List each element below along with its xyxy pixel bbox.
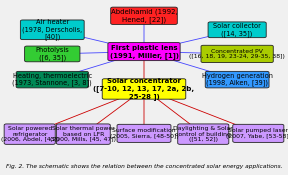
Text: Solar pumped laser
(2007, Yabe, [53-58]): Solar pumped laser (2007, Yabe, [53-58]) bbox=[226, 128, 288, 139]
Text: Hydrogen generation
(1998, Aiken, [39]): Hydrogen generation (1998, Aiken, [39]) bbox=[202, 73, 273, 86]
Text: Surface modification
(2005, Sierra, [48-50]): Surface modification (2005, Sierra, [48-… bbox=[110, 128, 178, 139]
FancyBboxPatch shape bbox=[205, 71, 269, 88]
FancyBboxPatch shape bbox=[178, 124, 229, 144]
Text: Solar concentrator
([7-10, 12, 13, 17, 2a, 2b,
25-28 ]): Solar concentrator ([7-10, 12, 13, 17, 2… bbox=[93, 78, 195, 100]
Text: Photolysis
([6, 35]): Photolysis ([6, 35]) bbox=[35, 47, 69, 61]
FancyBboxPatch shape bbox=[16, 71, 88, 88]
Text: Concentrated PV
([16, 18, 19, 23-24, 29-35, 38]): Concentrated PV ([16, 18, 19, 23-24, 29-… bbox=[189, 48, 285, 59]
Text: Heating, thermoelectric
(1973, Stannone, [3, 8]): Heating, thermoelectric (1973, Stannone,… bbox=[12, 73, 92, 86]
FancyBboxPatch shape bbox=[117, 124, 171, 142]
Text: First plastic lens
(1991, Miller, [1]): First plastic lens (1991, Miller, [1]) bbox=[109, 45, 179, 59]
FancyBboxPatch shape bbox=[20, 20, 84, 40]
Text: Solar powered
refrigerator
(2006, Abdel, [43]): Solar powered refrigerator (2006, Abdel,… bbox=[1, 126, 59, 142]
FancyBboxPatch shape bbox=[108, 43, 180, 61]
FancyBboxPatch shape bbox=[56, 124, 110, 144]
FancyBboxPatch shape bbox=[4, 124, 55, 144]
FancyBboxPatch shape bbox=[233, 124, 284, 142]
Text: Solar collector
([14, 35]): Solar collector ([14, 35]) bbox=[213, 23, 261, 37]
FancyBboxPatch shape bbox=[111, 7, 177, 24]
Text: Daylighting & Solar
control of building
([51, 52]): Daylighting & Solar control of building … bbox=[173, 126, 233, 142]
FancyBboxPatch shape bbox=[24, 46, 80, 62]
Text: Air heater
(1978, Derscholis,
[40]): Air heater (1978, Derscholis, [40]) bbox=[22, 19, 82, 40]
FancyBboxPatch shape bbox=[201, 45, 273, 63]
FancyBboxPatch shape bbox=[208, 22, 266, 38]
Text: Abdelhamid (1992,
Hened, [22]): Abdelhamid (1992, Hened, [22]) bbox=[111, 9, 177, 23]
Text: Fig. 2. The schematic shows the relation between the concentrated solar energy a: Fig. 2. The schematic shows the relation… bbox=[6, 164, 282, 169]
Text: Solar thermal power
based on LFR
(2000, Mills, [45, 47]): Solar thermal power based on LFR (2000, … bbox=[50, 126, 116, 142]
FancyBboxPatch shape bbox=[102, 79, 186, 99]
